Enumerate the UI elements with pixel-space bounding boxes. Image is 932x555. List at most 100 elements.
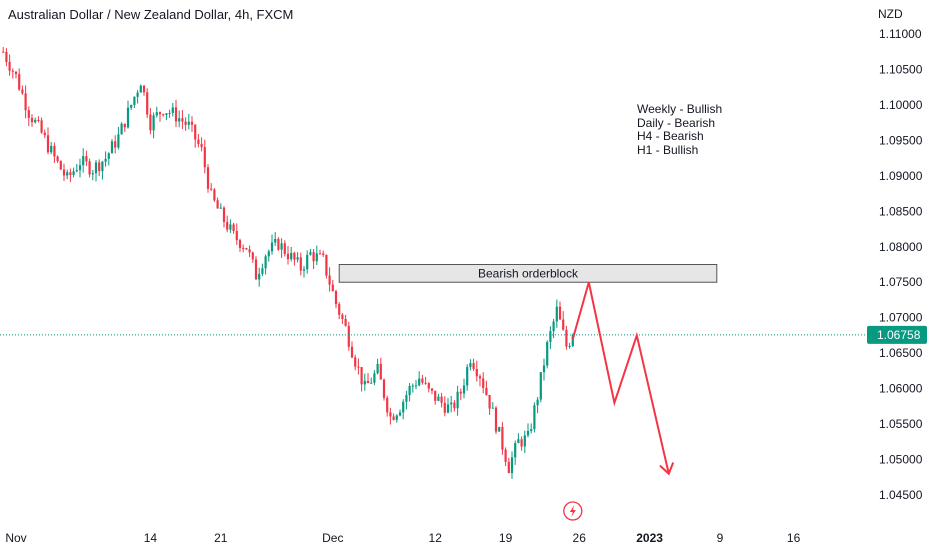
candle-body	[485, 387, 488, 395]
candle-body	[139, 85, 142, 93]
candle-body	[350, 346, 354, 358]
candle-body	[514, 443, 517, 458]
candle-body	[558, 306, 562, 320]
candle-body	[498, 426, 501, 432]
candle-body	[430, 388, 434, 391]
candle-body	[370, 382, 373, 384]
candle-body	[328, 275, 331, 285]
x-tick-label: Dec	[322, 531, 343, 545]
candle-body	[88, 161, 91, 175]
candle-body	[507, 461, 510, 473]
candle-body	[376, 363, 379, 374]
candle-body	[382, 379, 386, 398]
candle-body	[56, 156, 59, 162]
candle-body	[174, 107, 178, 122]
candle-body	[181, 118, 184, 122]
note-h1: H1 - Bullish	[637, 142, 699, 157]
candle-body	[261, 268, 264, 274]
candle-body	[14, 71, 18, 75]
candle-body	[354, 357, 357, 367]
candle-body	[517, 439, 520, 444]
candle-body	[331, 284, 334, 292]
candle-body	[386, 397, 389, 413]
candle-body	[565, 329, 568, 347]
projection-path[interactable]	[571, 281, 670, 474]
candle-body	[501, 426, 504, 450]
candle-body	[200, 143, 203, 148]
candle-body	[347, 325, 350, 347]
candle-body	[219, 207, 222, 209]
candle-body	[446, 404, 450, 413]
price-axis[interactable]: 1.11000 1.10500 1.10000 1.09500 1.09000 1.085…	[879, 27, 923, 502]
candle-body	[526, 430, 530, 436]
candle-body	[360, 367, 363, 385]
candle-body	[357, 366, 360, 368]
candle-body	[75, 170, 78, 172]
candle-body	[453, 402, 456, 409]
orderblock-zone[interactable]: Bearish orderblock	[338, 264, 718, 283]
candle-body	[542, 365, 546, 373]
candle-body	[53, 145, 56, 157]
candle-body	[325, 254, 328, 276]
candle-body	[235, 230, 238, 241]
candle-body	[309, 252, 312, 255]
chart-title: Australian Dollar / New Zealand Dollar, …	[8, 7, 294, 22]
axis-currency-label: NZD	[878, 7, 903, 21]
time-axis[interactable]: Nov 14 21 Dec 12 19 26 2023 9 16	[5, 531, 800, 545]
candle-body	[478, 376, 482, 379]
candle-body	[117, 134, 120, 148]
x-tick-label: 16	[787, 531, 801, 545]
candle-body	[440, 396, 443, 403]
note-daily: Daily - Bearish	[637, 115, 716, 130]
candle-body	[152, 115, 155, 131]
candle-body	[101, 161, 104, 172]
y-tick-label: 1.08500	[879, 204, 923, 218]
candle-body	[197, 139, 200, 144]
candle-body	[78, 165, 82, 171]
candle-body	[91, 173, 94, 175]
x-tick-label: 12	[429, 531, 443, 545]
x-tick-label: 21	[214, 531, 228, 545]
note-h4: H4 - Bearish	[637, 129, 704, 143]
candle-body	[190, 121, 194, 125]
candle-body	[418, 378, 421, 386]
candle-body	[504, 449, 507, 462]
candle-body	[283, 243, 286, 254]
candle-body	[206, 167, 210, 189]
candle-body	[296, 257, 299, 260]
candle-body	[242, 247, 245, 249]
candle-body	[392, 416, 395, 420]
candle-body	[222, 207, 226, 222]
candle-body	[437, 396, 440, 401]
last-price-tag: 1.06758	[867, 325, 927, 344]
candle-body	[2, 51, 5, 53]
candle-body	[158, 112, 162, 115]
orderblock-rect[interactable]	[338, 264, 718, 283]
candle-body	[37, 119, 40, 121]
candle-body	[290, 252, 293, 260]
candle-body	[203, 147, 206, 168]
lightning-icon[interactable]	[563, 501, 583, 521]
candle-body	[315, 253, 318, 262]
candle-body	[539, 372, 542, 400]
candle-body	[34, 119, 37, 123]
candle-body	[510, 457, 514, 473]
candles-layer	[2, 46, 574, 479]
candle-body	[5, 51, 8, 62]
candle-body	[379, 363, 382, 380]
candle-body	[389, 412, 392, 417]
candle-body	[306, 254, 309, 270]
candle-body	[168, 112, 171, 114]
y-tick-label: 1.04500	[879, 488, 923, 502]
candle-body	[18, 74, 21, 90]
candle-body	[523, 435, 526, 447]
candle-body	[8, 61, 11, 71]
x-tick-label: Nov	[5, 531, 26, 545]
x-tick-label: 14	[144, 531, 158, 545]
candle-body	[338, 304, 341, 315]
candle-body	[264, 256, 267, 269]
candle-body	[267, 251, 270, 257]
candle-body	[120, 123, 123, 135]
